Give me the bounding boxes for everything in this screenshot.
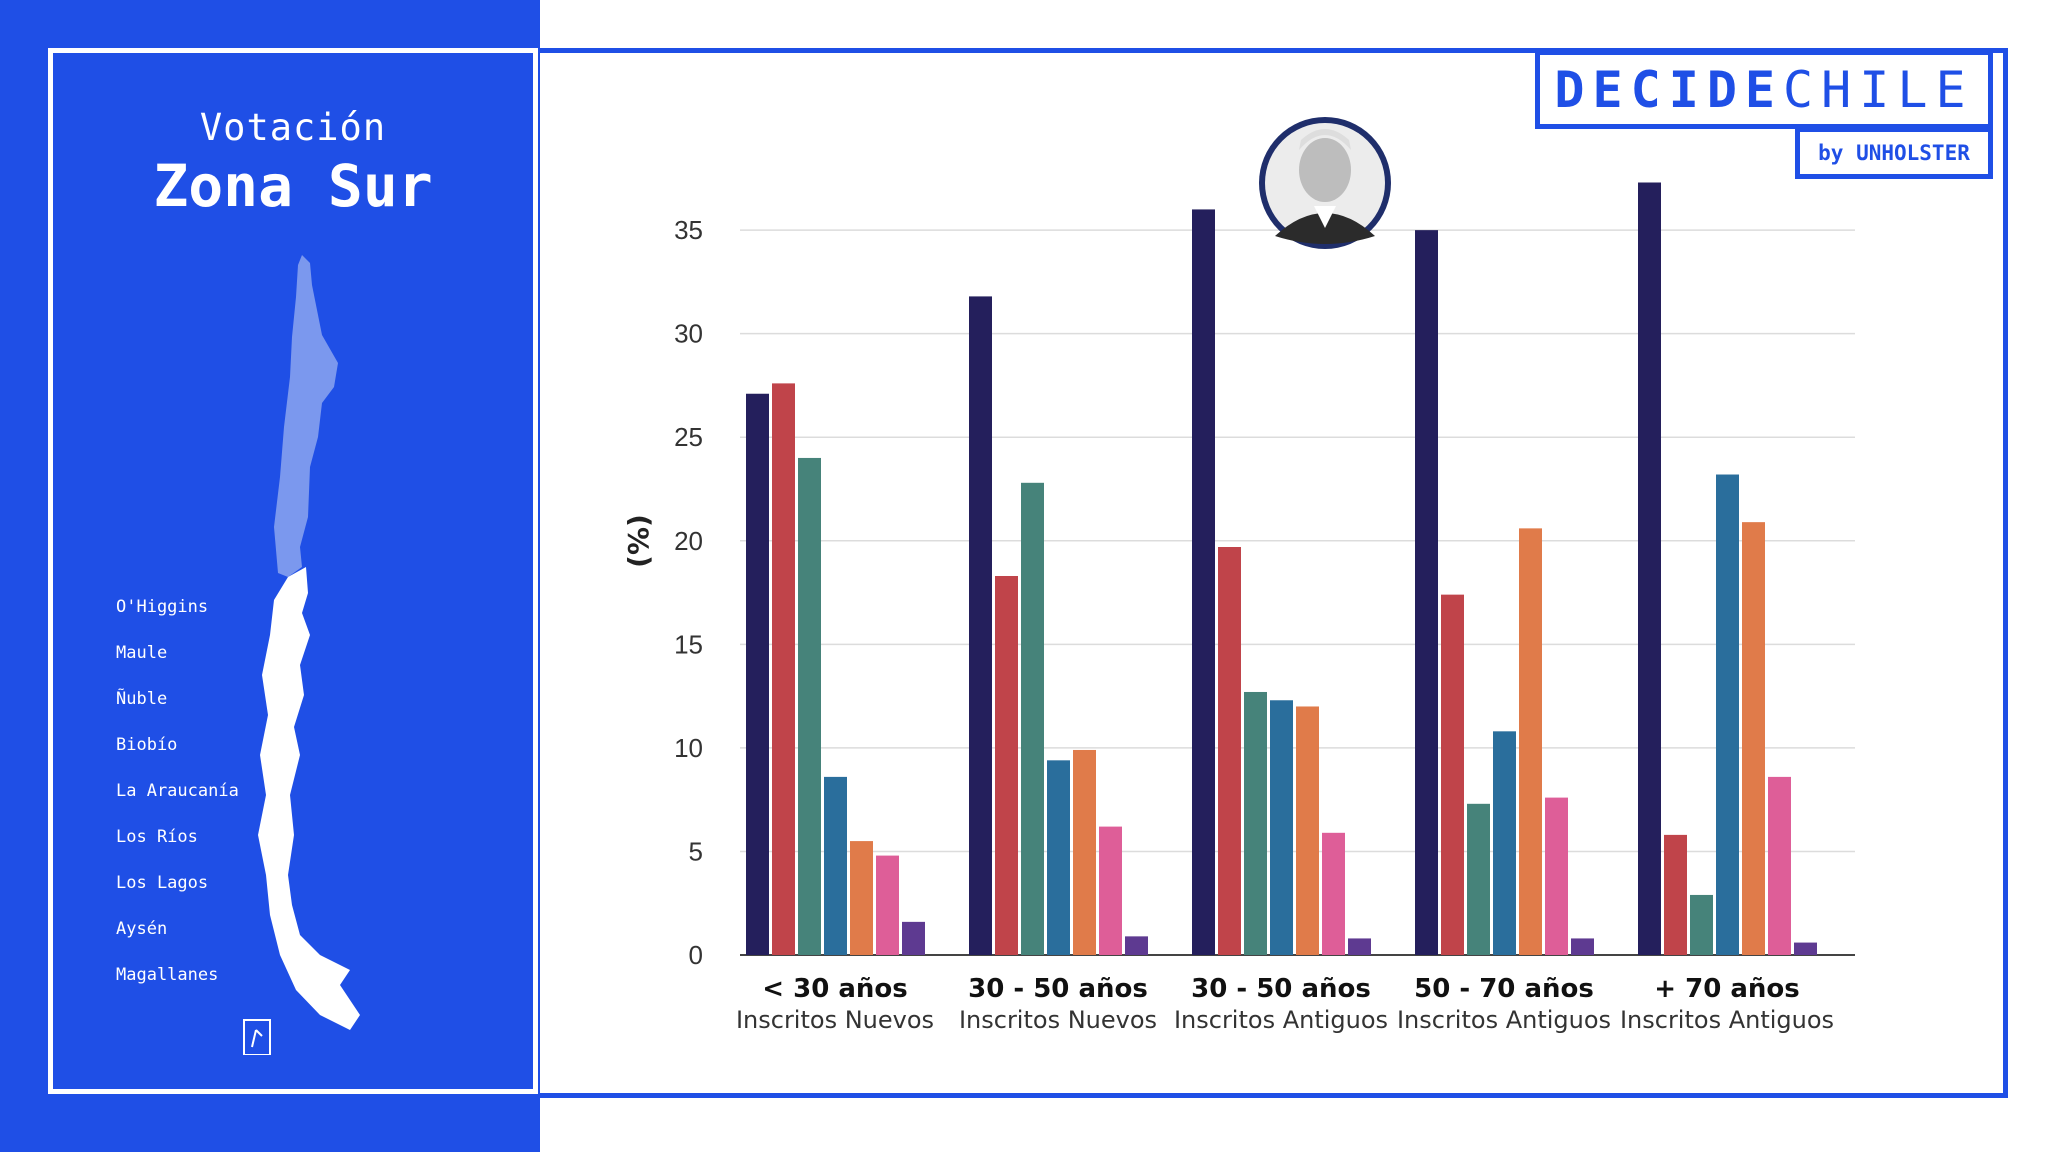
bar-series3	[798, 457, 821, 955]
y-tick-label: 15	[674, 629, 703, 659]
bar-series4	[824, 776, 847, 955]
y-tick-label: 5	[689, 836, 703, 866]
bar-series1	[1415, 230, 1438, 955]
bar-series1	[1192, 209, 1215, 956]
region-label: Ñuble	[116, 689, 168, 709]
bar-series6	[1099, 826, 1122, 955]
bar-series7	[1348, 938, 1371, 955]
bar-series4	[1047, 760, 1070, 955]
x-category-label: 30 - 50 años	[1191, 974, 1371, 1004]
brand-bold: DECIDE	[1554, 60, 1784, 119]
bar-series7	[902, 921, 925, 955]
bar-series3	[1467, 803, 1490, 955]
bar-series1	[969, 296, 992, 955]
x-subcategory-label: Inscritos Nuevos	[736, 1006, 934, 1034]
brand-logo: DECIDE CHILE	[1535, 50, 1993, 129]
bar-series5	[850, 841, 873, 955]
y-axis-label: (%)	[622, 514, 655, 568]
chart-frame	[540, 48, 2008, 1098]
left-panel	[0, 0, 540, 1152]
x-category-label: + 70 años	[1654, 974, 1799, 1004]
bar-series7	[1794, 942, 1817, 955]
brand-light: CHILE	[1783, 60, 1974, 119]
region-label: Aysén	[116, 919, 168, 939]
bar-series3	[1690, 894, 1713, 955]
candidate-portrait-icon	[1259, 117, 1391, 249]
title-votacion: Votación	[199, 106, 387, 149]
region-label: O'Higgins	[116, 597, 209, 617]
x-subcategory-label: Inscritos Nuevos	[959, 1006, 1157, 1034]
bar-series4	[1716, 474, 1739, 955]
bar-series5	[1296, 706, 1319, 955]
bar-series2	[995, 575, 1018, 955]
y-tick-label: 25	[674, 422, 703, 452]
bar-series3	[1244, 691, 1267, 955]
bar-series2	[1218, 547, 1241, 955]
bar-series6	[1322, 832, 1345, 955]
y-tick-label: 10	[674, 733, 703, 763]
bar-series4	[1493, 731, 1516, 955]
bar-series2	[1664, 834, 1687, 955]
y-tick-label: 0	[689, 940, 703, 970]
region-label: Los Ríos	[116, 827, 198, 847]
x-subcategory-label: Inscritos Antiguos	[1397, 1006, 1611, 1034]
bar-series2	[772, 383, 795, 955]
bar-series4	[1270, 700, 1293, 955]
y-tick-label: 20	[674, 526, 703, 556]
bar-series2	[1441, 594, 1464, 955]
x-subcategory-label: Inscritos Antiguos	[1174, 1006, 1388, 1034]
bar-series6	[1768, 776, 1791, 955]
bar-series5	[1519, 528, 1542, 955]
y-tick-label: 35	[674, 215, 703, 245]
bar-series1	[746, 393, 769, 955]
bar-series6	[876, 855, 899, 955]
bar-series5	[1073, 749, 1096, 955]
chile-map-icon	[243, 255, 360, 1055]
bar-series5	[1742, 522, 1765, 955]
left-frame	[48, 48, 538, 1094]
bar-series6	[1545, 797, 1568, 955]
region-label: La Araucanía	[116, 781, 239, 801]
bar-series7	[1125, 936, 1148, 955]
x-category-label: 30 - 50 años	[968, 974, 1148, 1004]
region-label: Maule	[116, 643, 168, 663]
y-tick-label: 30	[674, 319, 703, 349]
region-label: Los Lagos	[116, 873, 209, 893]
brand-sub: by UNHOLSTER	[1795, 127, 1993, 179]
title-zona: Zona Sur	[153, 152, 433, 220]
x-category-label: < 30 años	[762, 974, 907, 1004]
bar-series1	[1638, 182, 1661, 955]
bar-series3	[1021, 482, 1044, 955]
region-label: Biobío	[116, 735, 178, 755]
x-subcategory-label: Inscritos Antiguos	[1620, 1006, 1834, 1034]
bar-series7	[1571, 938, 1594, 955]
region-label: Magallanes	[116, 965, 219, 985]
x-category-label: 50 - 70 años	[1414, 974, 1594, 1004]
